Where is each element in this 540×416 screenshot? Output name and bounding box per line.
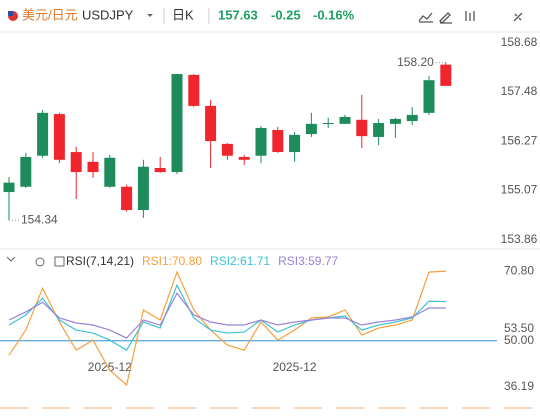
candle-body bbox=[221, 143, 233, 156]
rsi-line bbox=[8, 270, 446, 387]
y-tick-label: 50.00 bbox=[504, 333, 534, 347]
visible-icon[interactable] bbox=[35, 257, 45, 267]
candle-body bbox=[322, 123, 334, 125]
candle-body bbox=[356, 119, 368, 137]
indicator-icon[interactable] bbox=[418, 12, 433, 23]
y-tick-label: 153.86 bbox=[501, 232, 538, 246]
y-tick-label: 70.80 bbox=[504, 263, 534, 277]
indicator-title: RSI(7,14,21) bbox=[66, 254, 134, 268]
y-tick-label: 158.68 bbox=[501, 35, 538, 49]
candle-body bbox=[406, 114, 418, 122]
x-tick-label: 2025-12 bbox=[88, 360, 132, 374]
change-pct: -0.16% bbox=[313, 7, 355, 22]
candle-body bbox=[238, 156, 250, 160]
rsi-line bbox=[8, 283, 446, 351]
settings-icon[interactable] bbox=[54, 256, 65, 267]
candle-body bbox=[305, 123, 317, 135]
candle-body bbox=[205, 105, 217, 142]
candle-body bbox=[87, 161, 99, 173]
candle-body bbox=[188, 74, 200, 106]
y-tick-label: 36.19 bbox=[504, 379, 534, 393]
candle-body bbox=[70, 152, 82, 173]
candle-body bbox=[255, 127, 267, 156]
candle-body bbox=[137, 166, 149, 211]
dropdown-icon[interactable] bbox=[147, 14, 153, 17]
period[interactable]: 日K bbox=[172, 7, 194, 22]
candle-body bbox=[373, 123, 385, 137]
candle-body bbox=[3, 182, 15, 193]
y-tick-label: 156.27 bbox=[501, 134, 538, 148]
legend-entry: RSI2:61.71 bbox=[210, 254, 270, 268]
fullscreen-icon[interactable] bbox=[513, 12, 523, 22]
candle-body bbox=[121, 186, 133, 211]
rsi-line bbox=[8, 292, 446, 339]
candle-body bbox=[440, 64, 452, 86]
y-tick-label: 157.48 bbox=[501, 84, 538, 98]
collapse-icon[interactable] bbox=[6, 256, 16, 262]
candle-body bbox=[289, 134, 301, 153]
candle-body bbox=[37, 112, 49, 156]
symbol-cn[interactable]: 美元/日元 bbox=[22, 7, 78, 22]
candle-body bbox=[20, 156, 32, 187]
flag-icon bbox=[8, 11, 13, 16]
symbol[interactable]: USDJPY bbox=[82, 7, 134, 22]
toolbar bbox=[0, 0, 540, 32]
candle-body bbox=[104, 157, 116, 187]
legend-entry: RSI1:70.80 bbox=[142, 254, 202, 268]
candle-body bbox=[154, 167, 166, 173]
legend-entry: RSI3:59.77 bbox=[278, 254, 338, 268]
y-tick-label: 155.07 bbox=[501, 183, 538, 197]
candle-body bbox=[272, 129, 284, 153]
annotation: 158.20 bbox=[397, 55, 434, 69]
change: -0.25 bbox=[271, 7, 301, 22]
candle-body bbox=[53, 114, 65, 160]
x-tick-label: 2025-12 bbox=[273, 360, 317, 374]
candle-body bbox=[339, 116, 351, 124]
annotation: 154.34 bbox=[21, 212, 58, 226]
price: 157.63 bbox=[218, 7, 258, 22]
candle-body bbox=[389, 118, 401, 124]
candle-body bbox=[171, 74, 183, 173]
settings-icon[interactable] bbox=[465, 11, 475, 21]
candle-body bbox=[423, 80, 435, 113]
y-tick-label: 53.50 bbox=[504, 321, 534, 335]
draw-icon[interactable] bbox=[439, 12, 452, 24]
